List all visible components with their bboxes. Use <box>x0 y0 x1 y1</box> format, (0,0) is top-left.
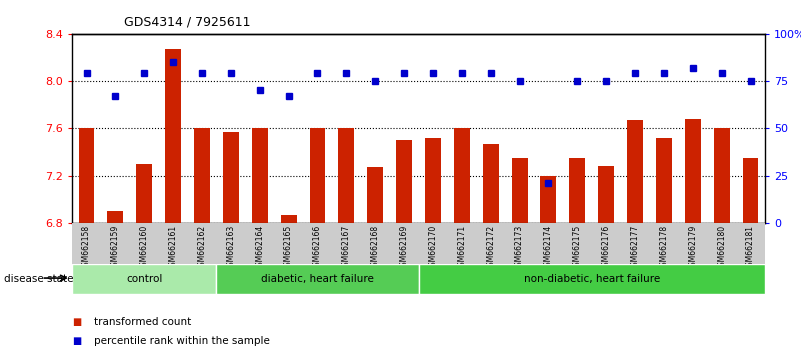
Text: ■: ■ <box>72 336 82 346</box>
Text: GDS4314 / 7925611: GDS4314 / 7925611 <box>124 16 251 29</box>
Bar <box>223 132 239 223</box>
Text: disease state: disease state <box>4 274 74 284</box>
Text: GSM662171: GSM662171 <box>457 225 466 271</box>
Bar <box>483 144 499 223</box>
Text: non-diabetic, heart failure: non-diabetic, heart failure <box>524 274 660 284</box>
Bar <box>280 215 296 223</box>
Bar <box>165 49 181 223</box>
Bar <box>216 264 418 294</box>
Bar <box>656 138 672 223</box>
Text: transformed count: transformed count <box>94 317 191 327</box>
Text: GSM662172: GSM662172 <box>486 225 495 271</box>
Bar <box>396 140 412 223</box>
Text: GSM662160: GSM662160 <box>139 225 149 271</box>
Text: GSM662158: GSM662158 <box>82 225 91 271</box>
Text: GSM662175: GSM662175 <box>573 225 582 271</box>
Bar <box>512 158 528 223</box>
Text: GSM662164: GSM662164 <box>256 225 264 271</box>
Bar <box>338 129 354 223</box>
Text: GSM662170: GSM662170 <box>429 225 437 271</box>
Text: GSM662181: GSM662181 <box>746 225 755 271</box>
Text: GSM662176: GSM662176 <box>602 225 610 271</box>
Bar <box>541 176 557 223</box>
Text: GSM662174: GSM662174 <box>544 225 553 271</box>
Text: GSM662162: GSM662162 <box>198 225 207 271</box>
Bar <box>194 129 210 223</box>
Bar <box>685 119 701 223</box>
Text: GSM662178: GSM662178 <box>659 225 668 271</box>
Bar <box>78 129 95 223</box>
Text: GSM662166: GSM662166 <box>313 225 322 271</box>
Text: GSM662163: GSM662163 <box>227 225 235 271</box>
Text: GSM662177: GSM662177 <box>630 225 639 271</box>
Text: GSM662179: GSM662179 <box>688 225 698 271</box>
Text: GSM662159: GSM662159 <box>111 225 120 271</box>
Text: GSM662168: GSM662168 <box>371 225 380 271</box>
Bar <box>425 138 441 223</box>
Text: GSM662180: GSM662180 <box>717 225 727 271</box>
Bar <box>72 264 216 294</box>
Text: GSM662173: GSM662173 <box>515 225 524 271</box>
Bar <box>714 129 730 223</box>
Bar <box>570 158 586 223</box>
Bar <box>598 166 614 223</box>
Bar <box>252 129 268 223</box>
Text: GSM662169: GSM662169 <box>400 225 409 271</box>
Text: control: control <box>126 274 163 284</box>
Bar <box>418 264 765 294</box>
Text: percentile rank within the sample: percentile rank within the sample <box>94 336 270 346</box>
Text: GSM662165: GSM662165 <box>284 225 293 271</box>
Text: GSM662161: GSM662161 <box>169 225 178 271</box>
Bar <box>107 211 123 223</box>
Text: diabetic, heart failure: diabetic, heart failure <box>261 274 374 284</box>
Bar <box>368 167 383 223</box>
Bar <box>627 120 643 223</box>
Bar <box>743 158 759 223</box>
Text: GSM662167: GSM662167 <box>342 225 351 271</box>
Bar <box>309 129 325 223</box>
Bar <box>454 129 469 223</box>
Text: ■: ■ <box>72 317 82 327</box>
Bar <box>136 164 152 223</box>
